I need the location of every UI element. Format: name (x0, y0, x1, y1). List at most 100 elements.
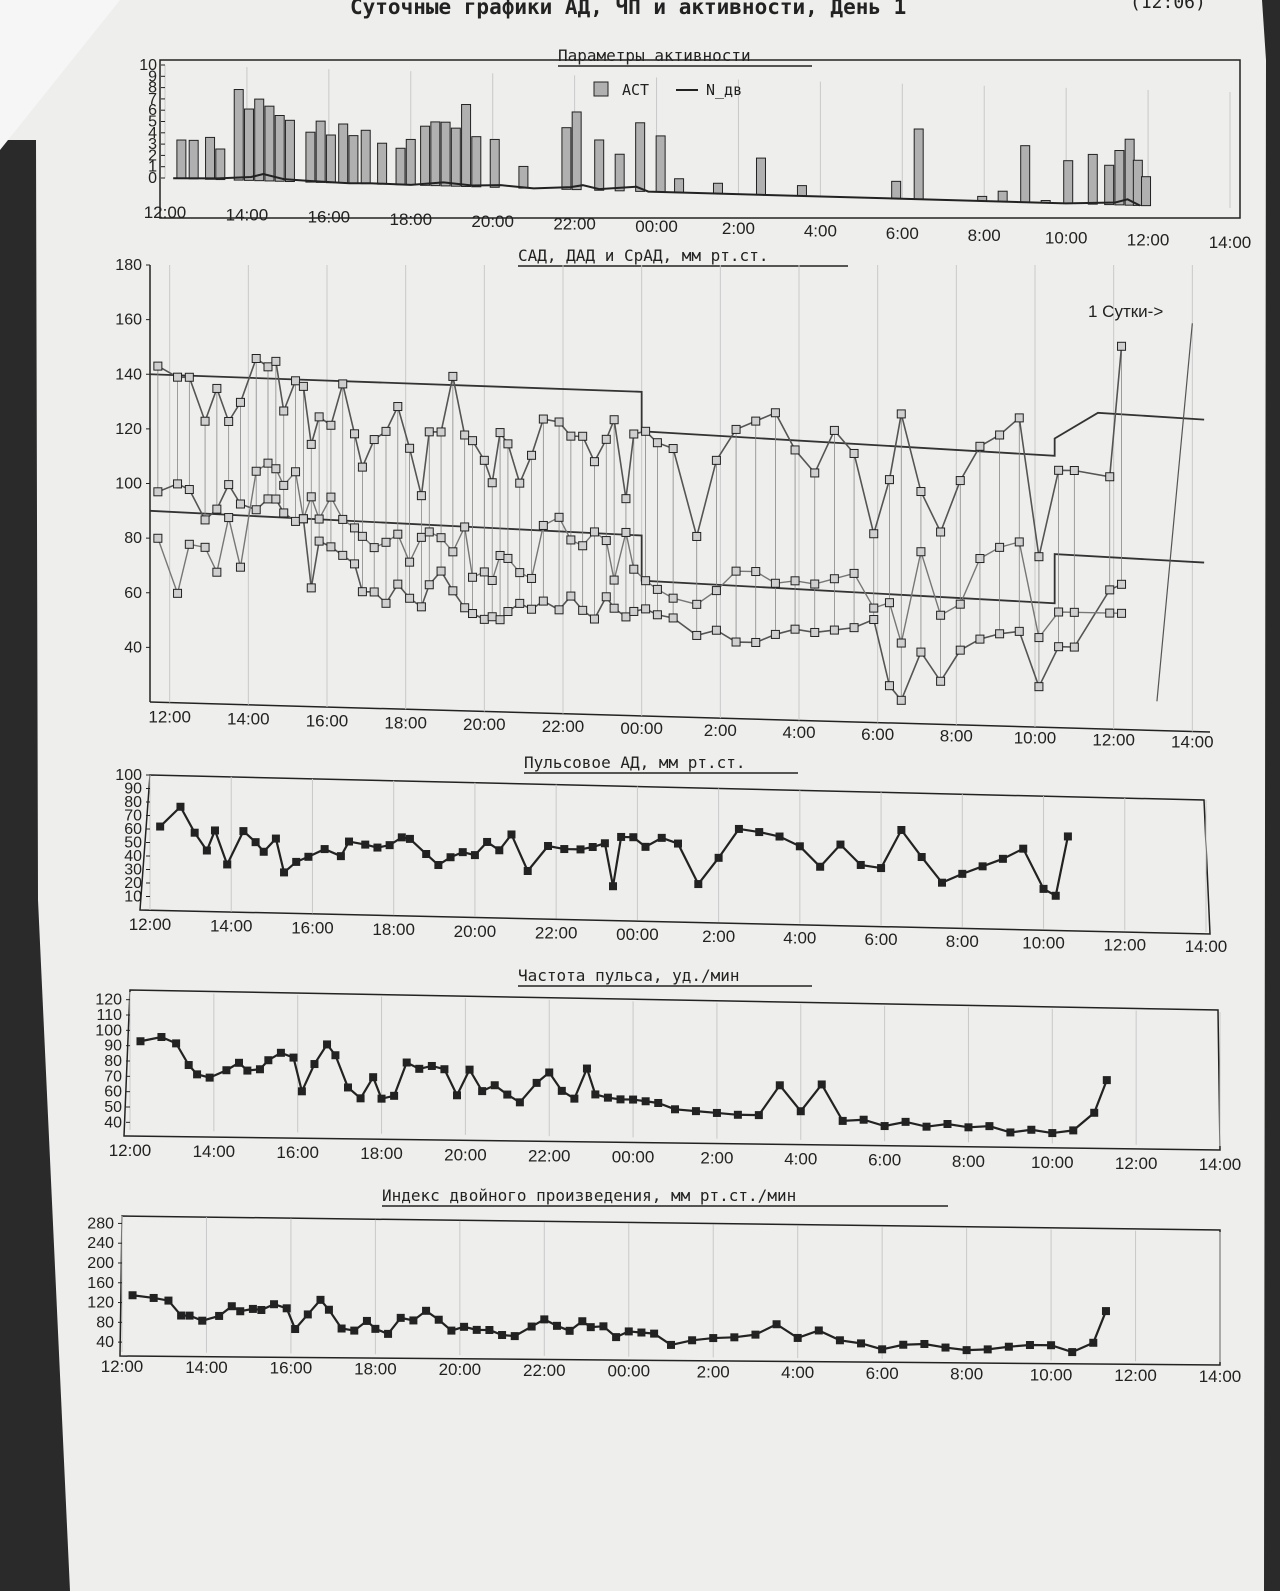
y-tick-label: 2 (148, 147, 157, 164)
heart-rate-point (1069, 1126, 1078, 1135)
activity-bar (243, 108, 254, 181)
x-tick-label: 6:00 (886, 224, 919, 243)
x-tick-label: 12:00 (109, 1141, 152, 1160)
y-tick-label: 180 (115, 257, 142, 274)
sad-point (468, 436, 478, 446)
heart-rate-point (733, 1110, 742, 1119)
activity-bar (325, 134, 336, 184)
y-tick-label: 30 (124, 862, 142, 879)
sad-point (271, 356, 281, 366)
pulse-pressure-point (470, 851, 479, 860)
sad-point (1054, 465, 1064, 475)
double-product-point (552, 1321, 561, 1330)
y-tick-label: 60 (104, 1084, 122, 1101)
pulse-pressure-point (405, 834, 414, 843)
heart-rate-point (264, 1056, 273, 1065)
x-tick-label: 20:00 (439, 1360, 482, 1379)
y-tick-label: 5 (148, 114, 157, 131)
heart-rate-point (591, 1090, 600, 1099)
activity-bar (471, 136, 482, 188)
srad-point (306, 492, 316, 502)
heart-rate-point (964, 1123, 973, 1132)
activity-bar (1104, 164, 1115, 206)
heart-rate-point (1102, 1076, 1111, 1085)
pulse-pressure-point (320, 845, 329, 854)
double-product-point (510, 1332, 519, 1341)
x-tick-label: 4:00 (783, 929, 816, 948)
heart-rate-point (297, 1087, 306, 1096)
heart-rate-point (629, 1095, 638, 1104)
double-product-point (899, 1340, 908, 1349)
y-tick-label: 40 (124, 848, 142, 865)
sad-point (515, 478, 525, 488)
heart-rate-chart: Частота пульса, уд./мин 4050607080901001… (95, 966, 1241, 1174)
pulse-pressure-point (877, 864, 886, 873)
srad-point (279, 480, 289, 490)
y-tick-label: 90 (104, 1038, 122, 1055)
x-tick-label: 00:00 (616, 925, 659, 944)
double-product-point (835, 1336, 844, 1345)
dad-norm-line (149, 509, 1205, 605)
dad-point (1117, 579, 1127, 589)
x-tick-label: 18:00 (372, 920, 415, 939)
activity-title: Параметры активности (558, 46, 751, 65)
heart-rate-point (243, 1066, 252, 1075)
dad-point (263, 494, 273, 504)
pulse-pressure-point (917, 853, 926, 862)
srad-point (1117, 608, 1127, 618)
sad-point (235, 397, 245, 407)
pulse-pressure-point (617, 832, 626, 841)
x-tick-label: 12:00 (1127, 231, 1170, 250)
heart-rate-point (901, 1117, 910, 1126)
x-tick-label: 12:00 (148, 707, 191, 726)
x-tick-label: 10:00 (1030, 1365, 1073, 1384)
pulse-pressure-point (422, 850, 431, 859)
activity-bar (405, 138, 416, 186)
activity-bar (561, 127, 572, 190)
x-tick-label: 14:00 (1171, 733, 1214, 752)
double-product-point (941, 1343, 950, 1352)
srad-point (251, 466, 261, 476)
double-product-point (236, 1307, 245, 1316)
sad-point (424, 427, 434, 437)
dad-point (884, 681, 894, 691)
x-tick-label: 14:00 (227, 709, 270, 728)
sad-point (338, 379, 348, 389)
double-product-point (291, 1325, 300, 1334)
srad-point (184, 539, 194, 549)
sad-point (1105, 472, 1115, 482)
srad-point (153, 533, 163, 543)
activity-bar (1141, 176, 1152, 207)
y-tick-label: 40 (96, 1334, 114, 1351)
activity-bar (360, 129, 371, 185)
x-tick-label: 2:00 (700, 1149, 733, 1168)
y-tick-label: 3 (148, 136, 157, 153)
x-tick-label: 00:00 (620, 719, 663, 738)
sad-point (436, 427, 446, 437)
heart-rate-point (235, 1058, 243, 1067)
pulse-pressure-point (385, 841, 394, 850)
srad-point (326, 492, 336, 502)
dad-point (629, 606, 639, 616)
sad-point (641, 426, 651, 436)
double-product-point (637, 1328, 646, 1337)
double-product-point (185, 1311, 194, 1320)
sad-point (416, 491, 426, 501)
pulse-pressure-point (856, 860, 865, 869)
double-product-point (920, 1339, 929, 1348)
pulse-pressure-point (202, 846, 211, 855)
dad-point (235, 499, 245, 509)
x-tick-label: 18:00 (360, 1144, 403, 1163)
double-product-point (384, 1329, 393, 1338)
activity-bar (420, 125, 431, 186)
double-product-point (612, 1333, 621, 1342)
dad-point (538, 596, 548, 606)
srad-point (1014, 537, 1024, 547)
heart-rate-point (276, 1048, 285, 1057)
dad-point (810, 627, 820, 637)
sad-point (350, 429, 360, 439)
pulse-pressure-point (588, 843, 597, 852)
y-tick-label: 60 (124, 821, 142, 838)
heart-rate-point (289, 1053, 298, 1062)
heart-rate-point (641, 1097, 650, 1106)
